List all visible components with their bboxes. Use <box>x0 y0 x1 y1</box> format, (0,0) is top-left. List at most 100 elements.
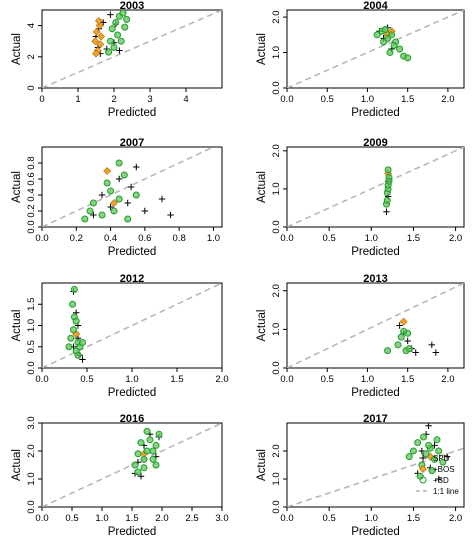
sd-point <box>120 171 128 179</box>
bos-point <box>96 40 105 49</box>
spd-point <box>137 473 145 480</box>
spd-point <box>404 337 411 345</box>
sd-point <box>140 464 148 472</box>
y-axis-label: Actual <box>11 33 23 65</box>
y-tick-label: 1.0 <box>271 182 282 195</box>
x-tick-label: 1.5 <box>125 513 138 524</box>
y-tick-label: 0.0 <box>26 500 37 513</box>
plot-area <box>287 283 464 368</box>
bos-point <box>103 167 112 175</box>
chart-panel-2003: 0 1 2 3 4 0 2 4 2003 Predicted Actual <box>11 0 223 119</box>
x-tick-label: 2.0 <box>215 374 228 385</box>
sd-point <box>140 455 148 463</box>
sd-point <box>425 441 433 449</box>
spd-point <box>124 199 131 207</box>
sd-point <box>65 343 73 351</box>
bos-point <box>399 317 408 326</box>
x-tick-label: 0.0 <box>35 513 48 524</box>
x-tick-label: 0.5 <box>323 233 336 244</box>
spd-point <box>127 183 135 191</box>
sd-point <box>405 453 413 461</box>
sd-point <box>107 187 115 195</box>
sd-point <box>70 285 78 293</box>
y-tick-label: 1.0 <box>271 323 282 336</box>
x-tick-label: 0.5 <box>80 374 93 385</box>
chart-title: 2012 <box>120 273 144 285</box>
x-tick-label: 0.0 <box>280 94 293 105</box>
sd-point <box>435 447 443 455</box>
plot-area <box>287 423 464 507</box>
chart-title: 2003 <box>120 0 144 12</box>
spd-point <box>158 195 166 203</box>
chart-panel-2004: 0.0 0.5 1.0 1.5 2.0 0.0 1.0 2.0 2004 Predicted Act… <box>256 0 465 119</box>
chart-panel-2012: 0.0 0.5 1.0 1.5 2.0 0.0 0.5 1.0 1.5 2012 Predicted… <box>11 273 229 399</box>
y-axis-label: Actual <box>11 310 23 342</box>
x-tick-label: 1.0 <box>361 94 374 105</box>
y-tick-label: 0.0 <box>26 220 37 233</box>
x-tick-label: 2.0 <box>449 233 462 244</box>
x-tick-label: 1.5 <box>407 233 420 244</box>
chart-panel-2007: 0.0 0.2 0.4 0.6 0.8 1.0 0.0 0.2 0.4 0.6 0.8 2007 Pre… <box>11 137 223 258</box>
x-tick-label: 0.0 <box>280 513 293 524</box>
sd-point <box>106 37 114 45</box>
sd-point <box>428 467 436 475</box>
x-tick-label: 2.5 <box>185 513 198 524</box>
chart-title: 2016 <box>120 413 144 425</box>
sd-point <box>137 439 145 447</box>
sd-point <box>143 447 151 455</box>
x-tick-label: 0.0 <box>280 233 293 244</box>
spd-point <box>425 423 432 429</box>
legend-symbol-sd <box>419 476 427 484</box>
y-tick-label: 2.0 <box>271 284 282 297</box>
spd-point <box>141 207 149 215</box>
bos-point <box>92 49 100 58</box>
sd-point <box>132 191 140 199</box>
x-axis-label: Predicted <box>351 107 400 119</box>
sd-point <box>112 18 120 26</box>
x-tick-label: 4 <box>183 94 188 105</box>
plot-frame <box>286 9 465 89</box>
sd-point <box>149 447 157 455</box>
plot-frame <box>41 146 223 228</box>
spd-point <box>443 453 451 460</box>
sd-point <box>439 458 447 466</box>
spd-point <box>396 322 403 329</box>
sd-point <box>143 427 151 435</box>
bos-point <box>97 32 105 41</box>
sd-point <box>396 45 404 53</box>
x-tick-label: 0 <box>39 94 44 105</box>
y-tick-label: 2.0 <box>26 444 37 457</box>
spd-point <box>98 191 106 199</box>
sd-point <box>431 455 438 463</box>
y-tick-label: 3.0 <box>26 416 37 429</box>
legend-label: SPD <box>433 454 450 463</box>
legend-label: 1:1 line <box>433 487 459 496</box>
y-tick-label: 2.0 <box>271 10 282 23</box>
x-tick-label: 0.4 <box>104 233 117 244</box>
sd-point <box>81 215 89 223</box>
y-axis-label: Actual <box>256 33 268 65</box>
sd-point <box>110 207 118 215</box>
sd-point <box>373 31 381 39</box>
plot-frame <box>41 282 223 369</box>
spd-point <box>167 211 174 219</box>
y-tick-label: 0.0 <box>271 361 282 374</box>
sd-point <box>152 461 160 469</box>
x-tick-label: 1.0 <box>365 513 378 524</box>
sd-point <box>384 166 392 174</box>
x-tick-label: 1.0 <box>95 513 108 524</box>
sd-point <box>98 211 106 219</box>
sd-point <box>386 49 394 57</box>
sd-point <box>420 433 428 441</box>
x-tick-label: 0.2 <box>70 233 83 244</box>
sd-point <box>388 31 396 39</box>
one-to-one-line <box>42 147 214 227</box>
bos-point <box>91 37 100 46</box>
sd-point <box>381 26 389 33</box>
sd-point <box>103 179 111 187</box>
y-tick-label: 0 <box>26 85 37 90</box>
x-tick-label: 0.0 <box>35 374 48 385</box>
y-tick-label: 2 <box>26 54 37 59</box>
sd-point <box>70 326 77 334</box>
